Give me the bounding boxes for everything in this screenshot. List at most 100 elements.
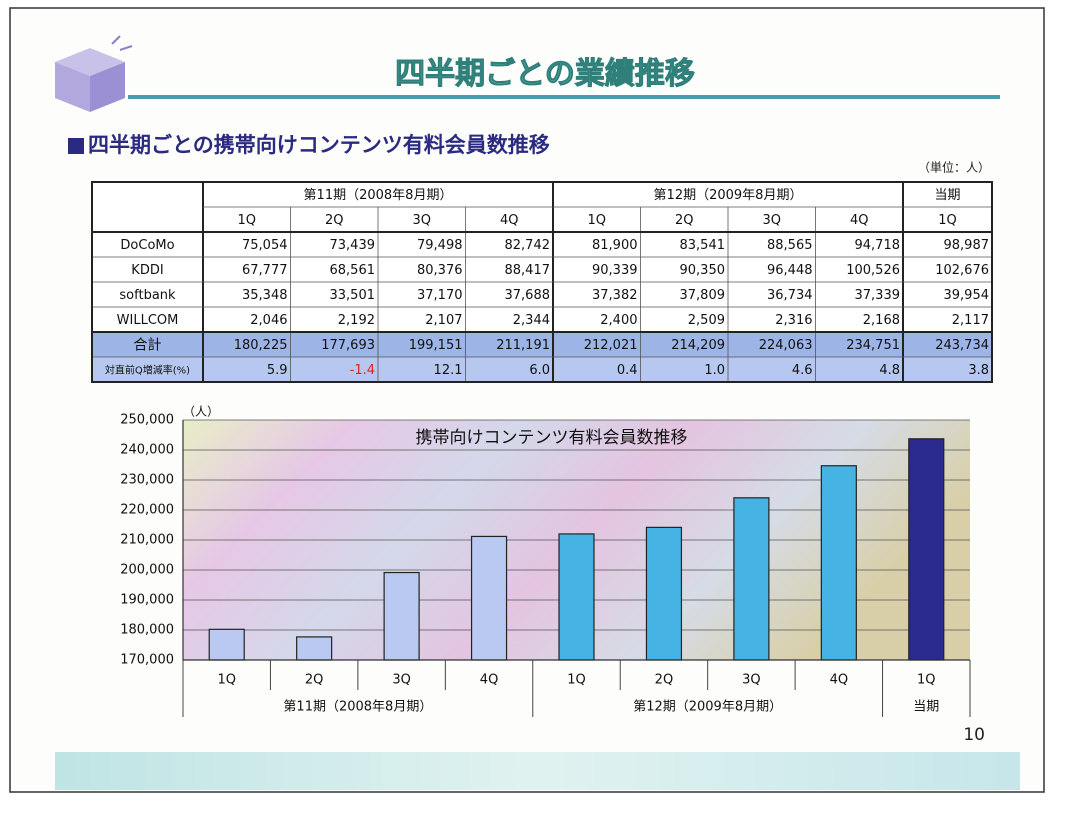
table-cell: 3.8 bbox=[968, 363, 989, 378]
table-cell: 83,541 bbox=[680, 238, 726, 253]
table-cell: 214,209 bbox=[671, 338, 725, 353]
table-cell: 2,107 bbox=[425, 313, 462, 328]
table-cell: 73,439 bbox=[330, 238, 376, 253]
table-cell: 37,339 bbox=[855, 288, 901, 303]
total-row-bg bbox=[92, 332, 992, 357]
x-tick-label: 3Q bbox=[392, 673, 411, 688]
y-tick-label: 210,000 bbox=[120, 533, 174, 548]
x-tick-label: 2Q bbox=[655, 673, 674, 688]
table-cell: 81,900 bbox=[592, 238, 638, 253]
table-cell: 100,526 bbox=[846, 263, 900, 278]
table-cell: 88,417 bbox=[505, 263, 551, 278]
table-cell: 212,021 bbox=[584, 338, 638, 353]
table-cell: 36,734 bbox=[767, 288, 813, 303]
quarter-header: 3Q bbox=[762, 213, 781, 228]
bar bbox=[208, 628, 245, 661]
table-cell: 98,987 bbox=[944, 238, 990, 253]
group-header: 当期 bbox=[934, 188, 960, 203]
quarter-header: 3Q bbox=[412, 213, 431, 228]
table-cell: 37,170 bbox=[417, 288, 463, 303]
table-cell: 6.0 bbox=[529, 363, 550, 378]
table-cell: 75,054 bbox=[242, 238, 288, 253]
bar-chart: 170,000 180,000 190,000 200,000 210,000 220,0… bbox=[120, 405, 971, 717]
table-cell: 79,498 bbox=[417, 238, 463, 253]
table-cell: 211,191 bbox=[496, 338, 550, 353]
logo bbox=[55, 35, 133, 112]
table-border bbox=[91, 181, 993, 383]
table-cell: 68,561 bbox=[330, 263, 376, 278]
table-cell: 102,676 bbox=[935, 263, 989, 278]
y-tick-label: 240,000 bbox=[120, 443, 174, 458]
subtitle: 四半期ごとの携帯向けコンテンツ有料会員数推移 bbox=[88, 133, 550, 157]
y-tick-label: 250,000 bbox=[120, 413, 174, 428]
table-cell: 234,751 bbox=[846, 338, 900, 353]
bar bbox=[383, 571, 420, 661]
y-tick-label: 230,000 bbox=[120, 473, 174, 488]
y-tick-label: 190,000 bbox=[120, 593, 174, 608]
bar bbox=[645, 526, 683, 661]
row-label: DoCoMo bbox=[120, 238, 174, 253]
bullet bbox=[68, 138, 84, 154]
x-group-label: 第12期（2009年8月期） bbox=[633, 700, 782, 715]
bar bbox=[470, 535, 508, 661]
y-tick-label: 220,000 bbox=[120, 503, 174, 518]
slide-frame bbox=[9, 7, 1045, 793]
row-label: KDDI bbox=[131, 263, 163, 278]
rate-row-bg bbox=[92, 357, 992, 382]
table-cell: 37,809 bbox=[680, 288, 726, 303]
chart-title: 携帯向けコンテンツ有料会員数推移 bbox=[416, 428, 688, 448]
y-tick-label: 200,000 bbox=[120, 563, 174, 578]
x-tick-label: 1Q bbox=[917, 673, 936, 688]
table-cell: 90,350 bbox=[680, 263, 726, 278]
table-cell: 224,063 bbox=[759, 338, 813, 353]
y-tick-label: 170,000 bbox=[120, 653, 174, 668]
table-cell: 2,316 bbox=[775, 313, 812, 328]
x-group-label: 第11期（2008年8月期） bbox=[283, 700, 432, 715]
table-cell: 177,693 bbox=[321, 338, 375, 353]
row-label: 対直前Q増減率(%) bbox=[105, 364, 190, 377]
table-cell: 88,565 bbox=[767, 238, 813, 253]
table-cell: 2,192 bbox=[338, 313, 375, 328]
x-tick-label: 4Q bbox=[480, 673, 499, 688]
bar bbox=[558, 533, 595, 661]
table-cell: 2,117 bbox=[952, 313, 989, 328]
table-cell: 37,382 bbox=[592, 288, 638, 303]
quarter-header: 2Q bbox=[675, 213, 694, 228]
y-tick-label: 180,000 bbox=[120, 623, 174, 638]
table-cell: 90,339 bbox=[592, 263, 638, 278]
bar bbox=[733, 497, 770, 661]
page-number: 10 bbox=[963, 725, 985, 745]
quarter-header: 1Q bbox=[587, 213, 606, 228]
unit-label: （単位：人） bbox=[918, 160, 990, 175]
data-table: 第11期（2008年8月期） 1Q 2Q 3Q 4Q 第12期（2009年8月期） 1Q 2Q… bbox=[91, 181, 993, 383]
table-cell: 0.4 bbox=[617, 363, 638, 378]
bar bbox=[908, 438, 945, 661]
quarter-header: 4Q bbox=[850, 213, 869, 228]
table-cell: 2,168 bbox=[863, 313, 900, 328]
table-cell: 2,509 bbox=[688, 313, 725, 328]
row-label: 合計 bbox=[134, 338, 162, 354]
table-cell: 4.6 bbox=[792, 363, 813, 378]
table-cell: 180,225 bbox=[234, 338, 288, 353]
group-header: 第11期（2008年8月期） bbox=[304, 188, 453, 203]
table-cell: 80,376 bbox=[417, 263, 463, 278]
x-tick-label: 1Q bbox=[567, 673, 586, 688]
table-cell: 33,501 bbox=[330, 288, 376, 303]
x-group-label: 当期 bbox=[913, 700, 939, 715]
x-tick-label: 4Q bbox=[830, 673, 849, 688]
bar bbox=[820, 465, 857, 661]
quarter-header: 1Q bbox=[237, 213, 256, 228]
y-axis-label: （人） bbox=[183, 405, 219, 419]
bar bbox=[296, 636, 333, 661]
table-cell: 39,954 bbox=[944, 288, 990, 303]
group-header: 第12期（2009年8月期） bbox=[654, 188, 803, 203]
quarter-header: 1Q bbox=[938, 213, 957, 228]
quarter-header: 4Q bbox=[500, 213, 519, 228]
table-cell: 1.0 bbox=[704, 363, 725, 378]
table-cell: 4.8 bbox=[879, 363, 900, 378]
table-cell: 199,151 bbox=[409, 338, 463, 353]
table-cell: 2,400 bbox=[600, 313, 637, 328]
table-cell: 243,734 bbox=[935, 338, 989, 353]
x-tick-label: 1Q bbox=[217, 673, 236, 688]
quarter-header: 2Q bbox=[325, 213, 344, 228]
